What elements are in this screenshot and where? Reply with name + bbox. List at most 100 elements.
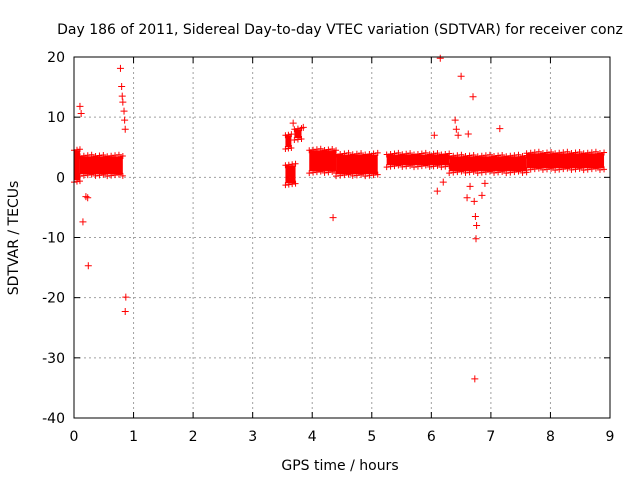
data-point (588, 149, 595, 156)
data-point (523, 167, 530, 174)
data-point (80, 172, 87, 179)
data-point (564, 165, 571, 172)
data-point (470, 197, 478, 205)
data-point (362, 173, 369, 180)
data-point (442, 163, 449, 170)
data-point (454, 169, 461, 176)
data-point (288, 131, 295, 138)
data-point (478, 152, 485, 159)
y-tick-label: -10 (42, 231, 65, 247)
y-tick-label: 10 (47, 110, 65, 126)
data-point (370, 172, 377, 179)
data-point (495, 152, 502, 159)
data-point (88, 151, 95, 158)
data-point (92, 153, 99, 160)
data-point (418, 150, 425, 157)
x-tick-label: 9 (606, 429, 615, 445)
data-point (515, 151, 522, 158)
data-point (556, 149, 563, 156)
data-point (495, 169, 502, 176)
data-point (568, 166, 575, 173)
data-point (478, 191, 486, 199)
data-point (436, 54, 444, 62)
data-point (450, 152, 457, 159)
data-point (552, 167, 559, 174)
data-point (84, 194, 92, 202)
data-point (84, 152, 91, 159)
data-point (321, 169, 328, 176)
data-point (325, 146, 332, 153)
data-point (552, 150, 559, 157)
data-point (491, 169, 498, 176)
data-point (73, 178, 80, 185)
data-point (282, 146, 289, 153)
data-point (383, 151, 390, 158)
data-point (370, 150, 377, 157)
data-point (121, 116, 129, 124)
x-tick-label: 8 (546, 429, 555, 445)
data-point (568, 150, 575, 157)
data-point (474, 153, 481, 160)
data-point (96, 152, 103, 159)
data-point (434, 150, 441, 157)
x-tick-label: 5 (367, 429, 376, 445)
data-point (306, 147, 313, 154)
data-point (451, 116, 459, 124)
data-point (82, 193, 90, 201)
data-point (285, 181, 292, 188)
data-point (310, 169, 317, 176)
data-point (433, 187, 441, 195)
data-point (119, 172, 126, 179)
data-point (470, 168, 477, 175)
data-point (572, 166, 579, 173)
data-point (374, 149, 381, 156)
data-point (576, 148, 583, 155)
data-point (112, 152, 119, 159)
data-band (285, 165, 296, 184)
data-point (438, 151, 445, 158)
data-point (391, 163, 398, 170)
data-point (289, 119, 297, 127)
data-point (341, 172, 348, 179)
data-point (116, 64, 124, 72)
data-point (353, 172, 360, 179)
data-point (366, 150, 373, 157)
data-point (482, 169, 489, 176)
data-point (466, 169, 473, 176)
data-point (496, 125, 504, 133)
data-point (507, 169, 514, 176)
data-point (317, 145, 324, 152)
data-point (285, 145, 292, 152)
data-point (499, 168, 506, 175)
data-point (466, 152, 473, 159)
data-point (313, 146, 320, 153)
data-point (548, 165, 555, 172)
data-point (118, 82, 126, 90)
data-point (519, 153, 526, 160)
data-point (120, 107, 128, 115)
data-point (472, 235, 480, 243)
x-tick-label: 7 (486, 429, 495, 445)
data-point (353, 150, 360, 157)
data-point (511, 152, 518, 159)
data-point (292, 160, 299, 167)
data-point (470, 151, 477, 158)
data-point (289, 161, 296, 168)
data-point (96, 172, 103, 179)
data-point (411, 151, 418, 158)
data-point (345, 149, 352, 156)
y-tick-label: -30 (42, 351, 65, 367)
data-point (374, 171, 381, 178)
data-point (535, 148, 542, 155)
data-point (80, 152, 87, 159)
data-point (100, 151, 107, 158)
data-point (572, 149, 579, 156)
data-band (309, 150, 337, 172)
data-point (596, 166, 603, 173)
data-point (79, 218, 87, 226)
data-point (466, 182, 474, 190)
x-tick-label: 4 (308, 429, 317, 445)
data-point (580, 150, 587, 157)
data-point (434, 162, 441, 169)
data-band (526, 153, 605, 169)
